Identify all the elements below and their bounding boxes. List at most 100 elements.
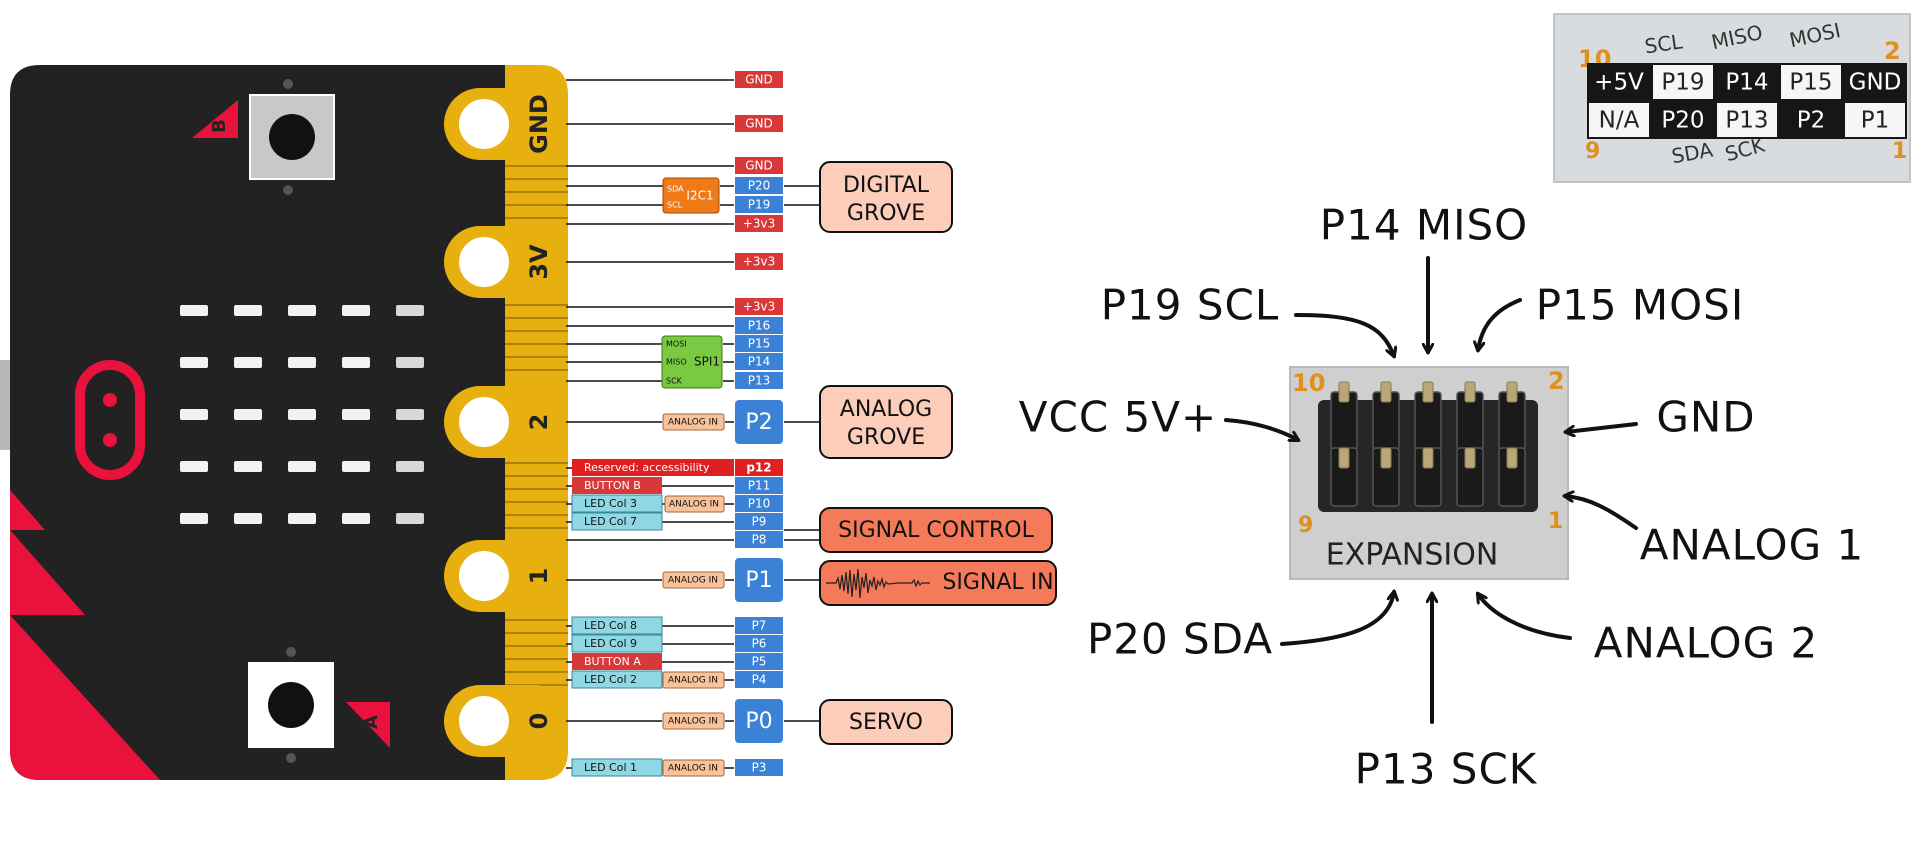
photo-pin-label: +5V bbox=[1594, 70, 1644, 96]
led bbox=[396, 409, 424, 420]
signal-in-label: SIGNAL IN bbox=[942, 570, 1053, 595]
photo-corner-2: 2 bbox=[1884, 37, 1901, 65]
pin-p4: P4 bbox=[752, 673, 767, 687]
board-red-accent bbox=[10, 615, 160, 780]
spi-block bbox=[661, 335, 723, 389]
arrow-icon bbox=[1280, 592, 1394, 646]
function-boxes: DIGITAL GROVE ANALOG GROVE SIGNAL CONTRO… bbox=[819, 161, 1057, 745]
photo-pin-cell bbox=[1587, 63, 1651, 101]
pin-p10: P10 bbox=[748, 497, 771, 511]
connector-pin bbox=[1338, 381, 1350, 403]
pin-p11: P11 bbox=[748, 479, 771, 493]
annotation-vcc: VCC 5V+ bbox=[1019, 393, 1217, 442]
led bbox=[396, 513, 424, 524]
ring-gnd: GND bbox=[444, 88, 553, 160]
annotation-p14-miso: P14 MISO bbox=[1320, 201, 1528, 250]
spi-sck-label: SCK bbox=[666, 377, 683, 386]
reserved-accessibility-tag: Reserved: accessibility bbox=[584, 461, 710, 474]
digital-grove-label-line2: GROVE bbox=[847, 201, 925, 226]
led bbox=[180, 409, 208, 420]
photo-pin-label: P14 bbox=[1725, 70, 1768, 96]
led-col1-tag: LED Col 1 bbox=[584, 761, 637, 774]
button-b-label: B bbox=[209, 119, 230, 133]
connector-pin bbox=[1422, 381, 1434, 403]
microbit-board: GND 3V 2 1 0 B bbox=[0, 65, 568, 780]
ring-2: 2 bbox=[444, 386, 553, 458]
connector-corner-10: 10 bbox=[1292, 369, 1325, 397]
photo-pin-cell bbox=[1843, 63, 1907, 101]
edge-pin-stripes bbox=[505, 165, 568, 686]
pin-p8: P8 bbox=[752, 533, 767, 547]
led bbox=[288, 357, 316, 368]
pin-p15: P15 bbox=[748, 337, 771, 351]
led bbox=[342, 513, 370, 524]
pin-tags: GND GND GND P20 P19 +3v3 +3v3 +3v3 P16 P… bbox=[571, 71, 783, 777]
pin-3v3: +3v3 bbox=[743, 300, 775, 314]
pin-p7: P7 bbox=[752, 619, 767, 633]
annotation-p19-scl: P19 SCL bbox=[1101, 281, 1280, 330]
digital-grove-label-line1: DIGITAL bbox=[843, 173, 930, 198]
button-a-marker bbox=[346, 702, 390, 748]
analog-in-tag: ANALOG IN bbox=[668, 676, 718, 686]
photo-pin-grid: +5V P19 P14 P15 GND N/A P20 P13 P2 P1 bbox=[1587, 63, 1907, 139]
connector-pin bbox=[1464, 381, 1476, 403]
connector-label: EXPANSION bbox=[1326, 538, 1499, 573]
i2c-label: I2C1 bbox=[686, 189, 713, 203]
analog-in-tag: ANALOG IN bbox=[668, 418, 718, 428]
expansion-connector: 10 2 9 1 EXPANSION bbox=[1289, 366, 1569, 580]
photo-pin-label: GND bbox=[1849, 70, 1902, 96]
photo-corner-9: 9 bbox=[1585, 139, 1600, 164]
ring-label-gnd: GND bbox=[525, 94, 553, 154]
connector-pin bbox=[1338, 447, 1350, 469]
annotation-p13-sck: P13 SCK bbox=[1355, 745, 1538, 794]
pin-p6: P6 bbox=[752, 637, 767, 651]
pin-p3: P3 bbox=[752, 761, 767, 775]
button-a-label: A bbox=[361, 715, 382, 729]
signal-in-box bbox=[819, 560, 1057, 606]
photo-pin-label: P2 bbox=[1797, 108, 1826, 134]
connector-corner-2: 2 bbox=[1548, 367, 1565, 395]
photo-pin-label: P1 bbox=[1861, 108, 1890, 134]
photo-pin-cell bbox=[1715, 63, 1779, 101]
led-col7-tag: LED Col 7 bbox=[584, 515, 637, 528]
annotation-analog1: ANALOG 1 bbox=[1640, 521, 1864, 570]
photo-pin-cell bbox=[1651, 101, 1715, 139]
pin-p9: P9 bbox=[752, 515, 767, 529]
header-photo: 10 2 9 1 SCL MISO MOSI SDA SCK +5V P19 P14… bbox=[1553, 13, 1911, 183]
photo-pin-cell bbox=[1779, 63, 1843, 101]
pin-gnd: GND bbox=[745, 73, 773, 87]
ring-label-1: 1 bbox=[525, 568, 553, 585]
led bbox=[234, 357, 262, 368]
analog-in-tag: ANALOG IN bbox=[669, 500, 719, 510]
photo-pin-cell bbox=[1715, 101, 1779, 139]
photo-pin-label: P20 bbox=[1661, 108, 1704, 134]
i2c-block bbox=[662, 177, 720, 214]
photo-pin-label: N/A bbox=[1599, 108, 1640, 134]
pin-p16: P16 bbox=[748, 319, 771, 333]
pin-p0: P0 bbox=[745, 709, 772, 734]
led bbox=[396, 305, 424, 316]
led bbox=[234, 409, 262, 420]
ring-label-2: 2 bbox=[525, 414, 553, 431]
led bbox=[234, 513, 262, 524]
annotation-p20-sda: P20 SDA bbox=[1087, 615, 1273, 664]
led bbox=[234, 461, 262, 472]
led-col3-tag: LED Col 3 bbox=[584, 497, 637, 510]
connector-corner-9: 9 bbox=[1298, 513, 1313, 538]
arrow-icon bbox=[1478, 594, 1572, 640]
pin-p13: P13 bbox=[748, 374, 771, 388]
analog-grove-box bbox=[819, 385, 953, 459]
spi-miso-label: MISO bbox=[666, 358, 687, 367]
photo-pin-cell bbox=[1651, 63, 1715, 101]
arrow-icon bbox=[1224, 418, 1298, 442]
signal-control-box bbox=[819, 507, 1053, 553]
led bbox=[288, 409, 316, 420]
photo-pin-label: P15 bbox=[1789, 70, 1832, 96]
led bbox=[288, 461, 316, 472]
pin-p2: P2 bbox=[745, 410, 772, 435]
photo-pin-cell bbox=[1587, 101, 1651, 139]
servo-label: SERVO bbox=[849, 710, 923, 735]
photo-pin-cell bbox=[1779, 101, 1843, 139]
arrow-icon bbox=[1478, 298, 1522, 350]
pin-p1: P1 bbox=[745, 568, 772, 593]
